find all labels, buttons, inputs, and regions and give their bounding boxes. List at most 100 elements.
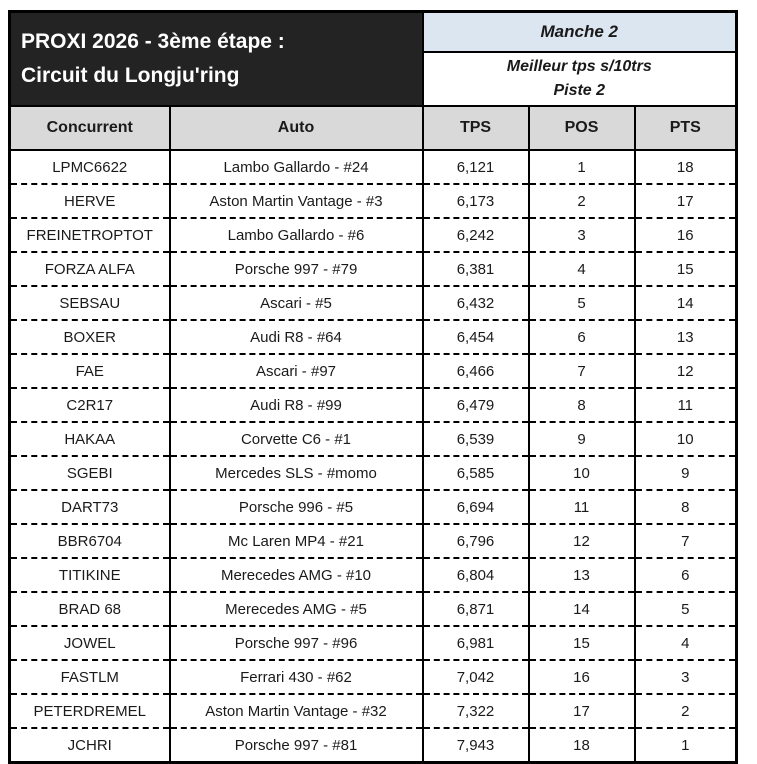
cell-pos: 11 (527, 489, 636, 525)
session-subtitle-line2: Piste 2 (553, 82, 606, 99)
cell-pts: 2 (633, 693, 738, 729)
cell-pts: 13 (633, 319, 738, 355)
table-row: DART73 Porsche 996 - #5 6,694 11 8 (8, 489, 738, 525)
cell-auto: Porsche 996 - #5 (168, 489, 424, 525)
cell-pos: 7 (527, 353, 636, 389)
cell-auto: Aston Martin Vantage - #32 (168, 693, 424, 729)
cell-auto: Merecedes AMG - #5 (168, 591, 424, 627)
table-row: FASTLM Ferrari 430 - #62 7,042 16 3 (8, 659, 738, 695)
header-row-sub: Meilleur tps s/10trs Piste 2 (10, 51, 738, 107)
table-row: TITIKINE Merecedes AMG - #10 6,804 13 6 (8, 557, 738, 593)
cell-concurrent: C2R17 (8, 387, 171, 423)
cell-pts: 3 (633, 659, 738, 695)
cell-auto: Merecedes AMG - #10 (168, 557, 424, 593)
cell-auto: Lambo Gallardo - #24 (168, 149, 424, 185)
session-subtitle-line1: Meilleur tps s/10trs (506, 58, 652, 75)
cell-tps: 6,585 (421, 455, 530, 491)
cell-auto: Audi R8 - #99 (168, 387, 424, 423)
table-row: JOWEL Porsche 997 - #96 6,981 15 4 (8, 625, 738, 661)
cell-tps: 7,943 (421, 727, 530, 764)
cell-concurrent: LPMC6622 (8, 149, 171, 185)
cell-concurrent: BBR6704 (8, 523, 171, 559)
event-title-line1: PROXI 2026 - 3ème étape : (21, 30, 285, 54)
cell-auto: Aston Martin Vantage - #3 (168, 183, 424, 219)
table-row: C2R17 Audi R8 - #99 6,479 8 11 (8, 387, 738, 423)
cell-tps: 7,042 (421, 659, 530, 695)
cell-concurrent: HAKAA (8, 421, 171, 457)
cell-auto: Porsche 997 - #81 (168, 727, 424, 764)
cell-tps: 7,322 (421, 693, 530, 729)
cell-concurrent: FASTLM (8, 659, 171, 695)
table-row: BBR6704 Mc Laren MP4 - #21 6,796 12 7 (8, 523, 738, 559)
cell-concurrent: FREINETROPTOT (8, 217, 171, 253)
header-row-top: PROXI 2026 - 3ème étape : Circuit du Lon… (8, 10, 738, 107)
cell-tps: 6,466 (421, 353, 530, 389)
cell-tps: 6,804 (421, 557, 530, 593)
cell-auto: Ferrari 430 - #62 (168, 659, 424, 695)
col-header-concurrent: Concurrent (8, 105, 171, 151)
cell-pos: 2 (527, 183, 636, 219)
session-subtitle: Meilleur tps s/10trs Piste 2 (421, 51, 738, 107)
cell-pos: 18 (527, 727, 636, 764)
table-row: LPMC6622 Lambo Gallardo - #24 6,121 1 18 (8, 149, 738, 185)
cell-tps: 6,539 (421, 421, 530, 457)
cell-pts: 11 (633, 387, 738, 423)
cell-concurrent: SGEBI (8, 455, 171, 491)
col-header-pts: PTS (633, 105, 738, 151)
cell-pts: 7 (633, 523, 738, 559)
cell-pts: 14 (633, 285, 738, 321)
event-title-line2: Circuit du Longju'ring (21, 64, 240, 87)
cell-pos: 15 (527, 625, 636, 661)
cell-auto: Audi R8 - #64 (168, 319, 424, 355)
cell-tps: 6,432 (421, 285, 530, 321)
cell-auto: Lambo Gallardo - #6 (168, 217, 424, 253)
cell-concurrent: FORZA ALFA (8, 251, 171, 287)
cell-concurrent: PETERDREMEL (8, 693, 171, 729)
cell-pts: 1 (633, 727, 738, 764)
cell-pos: 1 (527, 149, 636, 185)
cell-pos: 6 (527, 319, 636, 355)
cell-pos: 8 (527, 387, 636, 423)
cell-tps: 6,479 (421, 387, 530, 423)
cell-pos: 16 (527, 659, 636, 695)
cell-tps: 6,242 (421, 217, 530, 253)
cell-auto: Mercedes SLS - #momo (168, 455, 424, 491)
table-row: FAE Ascari - #97 6,466 7 12 (8, 353, 738, 389)
cell-pos: 17 (527, 693, 636, 729)
cell-concurrent: SEBSAU (8, 285, 171, 321)
cell-tps: 6,121 (421, 149, 530, 185)
col-header-auto: Auto (168, 105, 424, 151)
event-title: PROXI 2026 - 3ème étape : Circuit du Lon… (8, 10, 424, 107)
cell-concurrent: TITIKINE (8, 557, 171, 593)
cell-auto: Corvette C6 - #1 (168, 421, 424, 457)
cell-pos: 14 (527, 591, 636, 627)
table-row: PETERDREMEL Aston Martin Vantage - #32 7… (8, 693, 738, 729)
cell-concurrent: FAE (8, 353, 171, 389)
cell-concurrent: JOWEL (8, 625, 171, 661)
table-row: HERVE Aston Martin Vantage - #3 6,173 2 … (8, 183, 738, 219)
cell-pos: 13 (527, 557, 636, 593)
cell-tps: 6,871 (421, 591, 530, 627)
cell-pts: 16 (633, 217, 738, 253)
cell-auto: Ascari - #97 (168, 353, 424, 389)
table-row: FORZA ALFA Porsche 997 - #79 6,381 4 15 (8, 251, 738, 287)
cell-pos: 4 (527, 251, 636, 287)
cell-pos: 12 (527, 523, 636, 559)
cell-tps: 6,454 (421, 319, 530, 355)
cell-pts: 17 (633, 183, 738, 219)
cell-tps: 6,796 (421, 523, 530, 559)
manche-header: Manche 2 (421, 10, 738, 53)
cell-tps: 6,694 (421, 489, 530, 525)
results-table: PROXI 2026 - 3ème étape : Circuit du Lon… (8, 10, 738, 764)
cell-auto: Mc Laren MP4 - #21 (168, 523, 424, 559)
cell-pts: 4 (633, 625, 738, 661)
table-row: SGEBI Mercedes SLS - #momo 6,585 10 9 (8, 455, 738, 491)
table-row: SEBSAU Ascari - #5 6,432 5 14 (8, 285, 738, 321)
cell-concurrent: JCHRI (8, 727, 171, 764)
cell-concurrent: BRAD 68 (8, 591, 171, 627)
cell-concurrent: DART73 (8, 489, 171, 525)
col-header-pos: POS (527, 105, 636, 151)
column-header-row: Concurrent Auto TPS POS PTS (8, 105, 738, 151)
cell-tps: 6,173 (421, 183, 530, 219)
